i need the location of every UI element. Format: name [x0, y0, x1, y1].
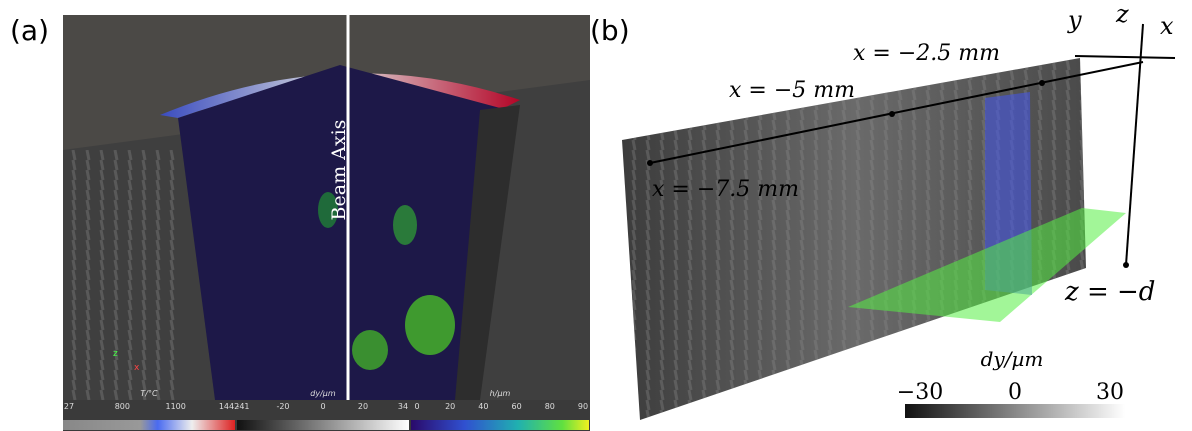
h-feature: [393, 205, 417, 245]
annotation: x = −7.5 mm: [652, 177, 799, 202]
colorbar-tick-label: 90: [578, 402, 588, 411]
colorbar: [411, 420, 589, 430]
colorbar-tick-label: -41: [236, 402, 249, 411]
triad-label: x: [134, 363, 140, 373]
colorbar: [63, 420, 235, 430]
panel-label: (a): [10, 14, 49, 47]
colorbar-label: dy/µm: [981, 347, 1044, 371]
annotation: x = −5 mm: [729, 78, 855, 103]
colorbar-label: h/µm: [490, 389, 511, 398]
colorbar-tick-label: 60: [512, 402, 522, 411]
figure: Beam Axis z x T/°C2780011001442dy/µm-41-…: [0, 0, 1192, 431]
y-axis-line: [1075, 56, 1175, 58]
colorbar-tick-label: 800: [115, 402, 130, 411]
fan-section: [178, 65, 500, 400]
colorbar-tick-label: 20: [358, 402, 368, 411]
colorbar-tick-label: 27: [64, 402, 74, 411]
panel-b: x = −2.5 mm x = −5 mm x = −7.5 mm z = −d…: [590, 0, 1175, 420]
marker: [647, 160, 653, 166]
page: Beam Axis z x T/°C2780011001442dy/µm-41-…: [0, 0, 1192, 431]
z-axis-line: [1126, 24, 1143, 265]
marker: [1039, 80, 1045, 86]
axis-label: z: [1115, 0, 1129, 28]
colorbar-tick-label: 30: [1096, 380, 1124, 405]
colorbar-label: dy/µm: [310, 389, 336, 398]
annotation: z = −d: [1064, 277, 1155, 307]
colorbar-tick-label: 0: [1008, 380, 1022, 405]
h-feature: [352, 330, 388, 370]
axis-label: x: [1160, 12, 1174, 40]
colorbar-tick-label: 40: [478, 402, 488, 411]
colorbar-tick-label: -20: [276, 402, 289, 411]
beam-axis-label: Beam Axis: [328, 120, 350, 221]
specimen-texture: [63, 150, 183, 400]
colorbar: [905, 404, 1125, 418]
colorbar-tick-label: 0: [320, 402, 325, 411]
marker: [889, 111, 895, 117]
colorbar-tick-label: −30: [897, 380, 943, 405]
h-feature: [405, 295, 455, 355]
colorbar-tick-label: 80: [545, 402, 555, 411]
colorbar-tick-label: 34: [398, 402, 408, 411]
triad-label: z: [113, 349, 118, 359]
annotation: x = −2.5 mm: [853, 41, 1000, 66]
colorbar-tick-label: 0: [414, 402, 419, 411]
colorbar-ticks: −30 0 30: [897, 380, 1124, 405]
colorbar: [237, 420, 409, 430]
marker: [1123, 262, 1129, 268]
axis-label: y: [1067, 6, 1082, 34]
colorbar-tick-label: 1100: [165, 402, 185, 411]
colorbar-tick-label: 20: [445, 402, 455, 411]
panel-label: (b): [590, 14, 630, 47]
colorbar-label: T/°C: [140, 389, 158, 398]
